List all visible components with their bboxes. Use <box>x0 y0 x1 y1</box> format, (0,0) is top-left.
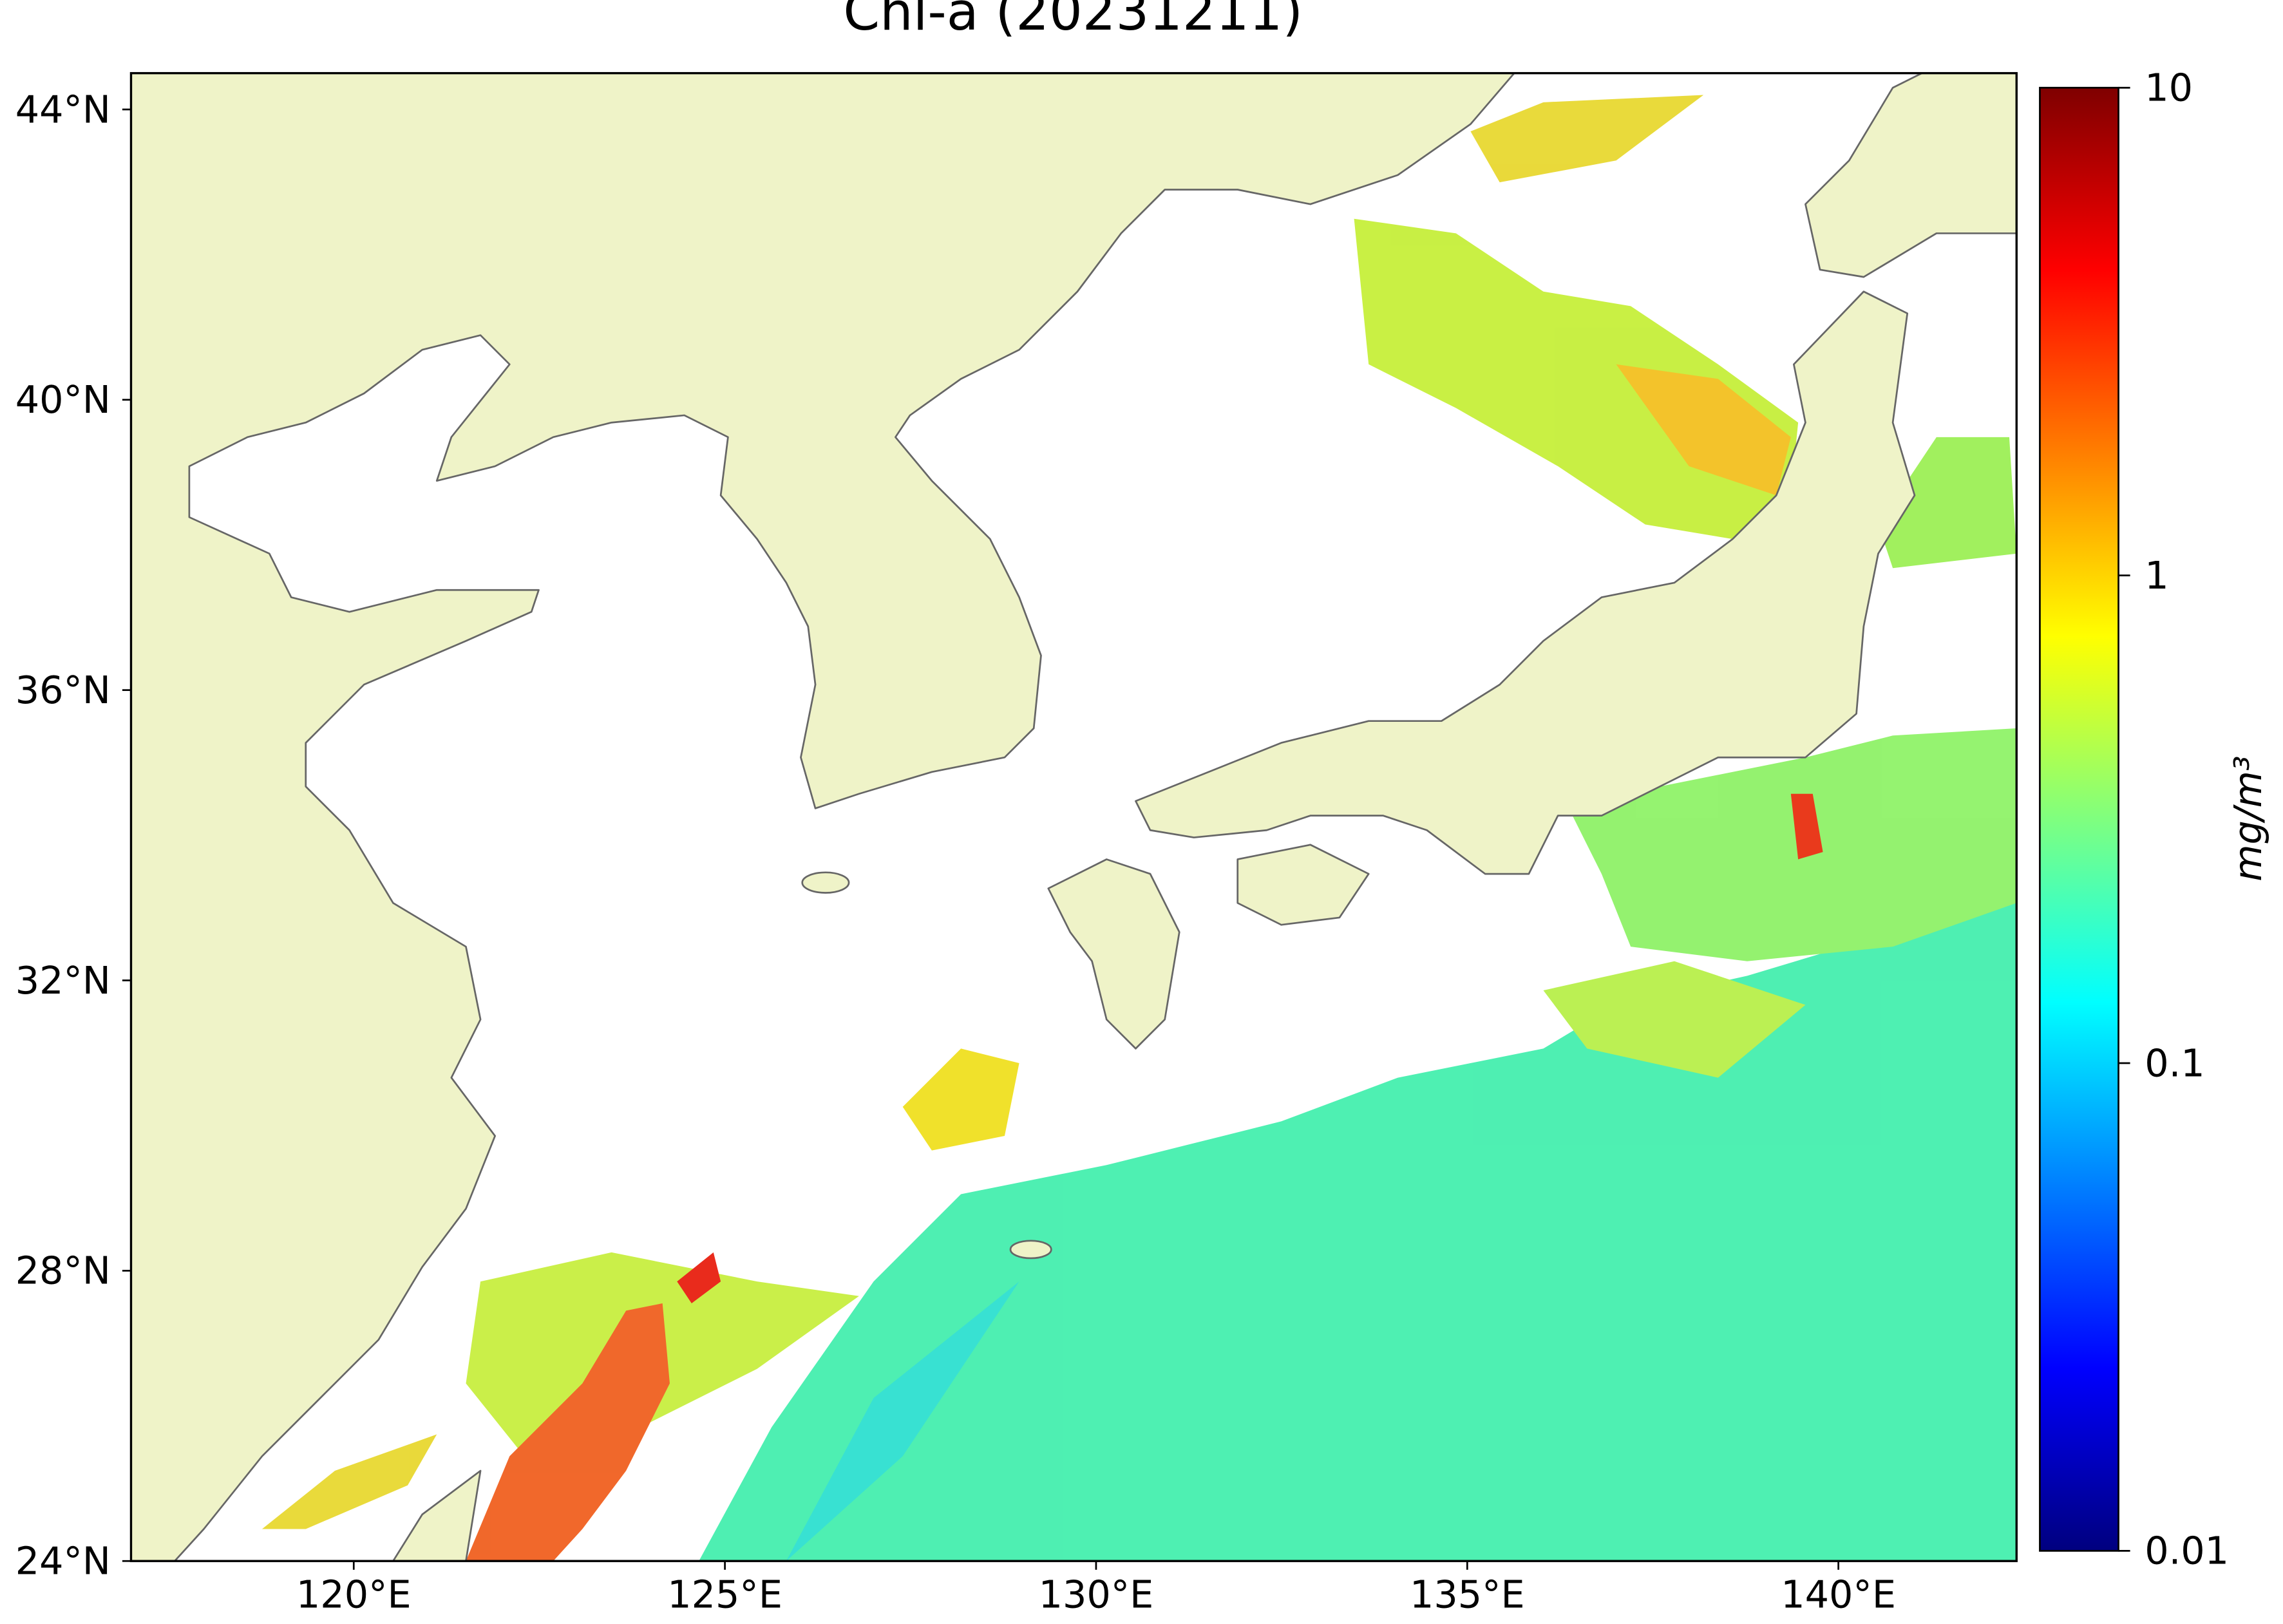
map-title: Chl-a (20231211) <box>843 0 1303 42</box>
y-tick-label: 32°N <box>15 958 111 1003</box>
colorbar-label: mg/m³ <box>2226 756 2270 882</box>
y-tick-label: 28°N <box>15 1249 111 1293</box>
x-tick-label: 125°E <box>667 1572 782 1617</box>
colorbar <box>2039 86 2119 1552</box>
chl-patch <box>902 1048 1019 1151</box>
colorbar-tick-label: 0.1 <box>2145 1041 2204 1085</box>
chl-imagery <box>261 95 2017 1562</box>
y-tick-label: 44°N <box>15 87 111 131</box>
kyushu <box>1047 858 1180 1050</box>
chl-patch <box>261 1434 437 1529</box>
x-tick-label: 135°E <box>1410 1572 1525 1617</box>
y-tick-label: 36°N <box>15 668 111 712</box>
honshu <box>1135 290 1916 875</box>
chl-patch <box>466 1303 670 1562</box>
chl-patch <box>1790 793 1823 860</box>
chl-patch <box>1572 728 2017 961</box>
chl-patch <box>677 1252 721 1304</box>
mainland-asia <box>131 73 1515 1562</box>
chl-patch <box>786 1281 1019 1562</box>
colorbar-tick-label: 0.01 <box>2145 1529 2229 1573</box>
y-tick-label: 40°N <box>15 377 111 422</box>
island <box>1009 1240 1052 1260</box>
colorbar-tick-label: 1 <box>2145 553 2168 598</box>
y-tick-label: 24°N <box>15 1539 111 1583</box>
map-area <box>131 73 2017 1562</box>
chl-patch <box>1543 961 1806 1078</box>
chl-patch <box>1878 437 2017 569</box>
hokkaido <box>1805 73 2017 278</box>
x-tick-label: 140°E <box>1781 1572 1896 1617</box>
shikoku <box>1236 844 1370 926</box>
x-tick-label: 120°E <box>296 1572 412 1617</box>
jeju <box>801 871 850 894</box>
x-tick-label: 130°E <box>1039 1572 1154 1617</box>
colorbar-tick-label: 10 <box>2145 66 2193 110</box>
map-frame <box>129 71 2018 1562</box>
taiwan <box>392 1469 482 1562</box>
chl-patch <box>1470 95 1704 183</box>
chl-patch <box>1616 364 1791 496</box>
